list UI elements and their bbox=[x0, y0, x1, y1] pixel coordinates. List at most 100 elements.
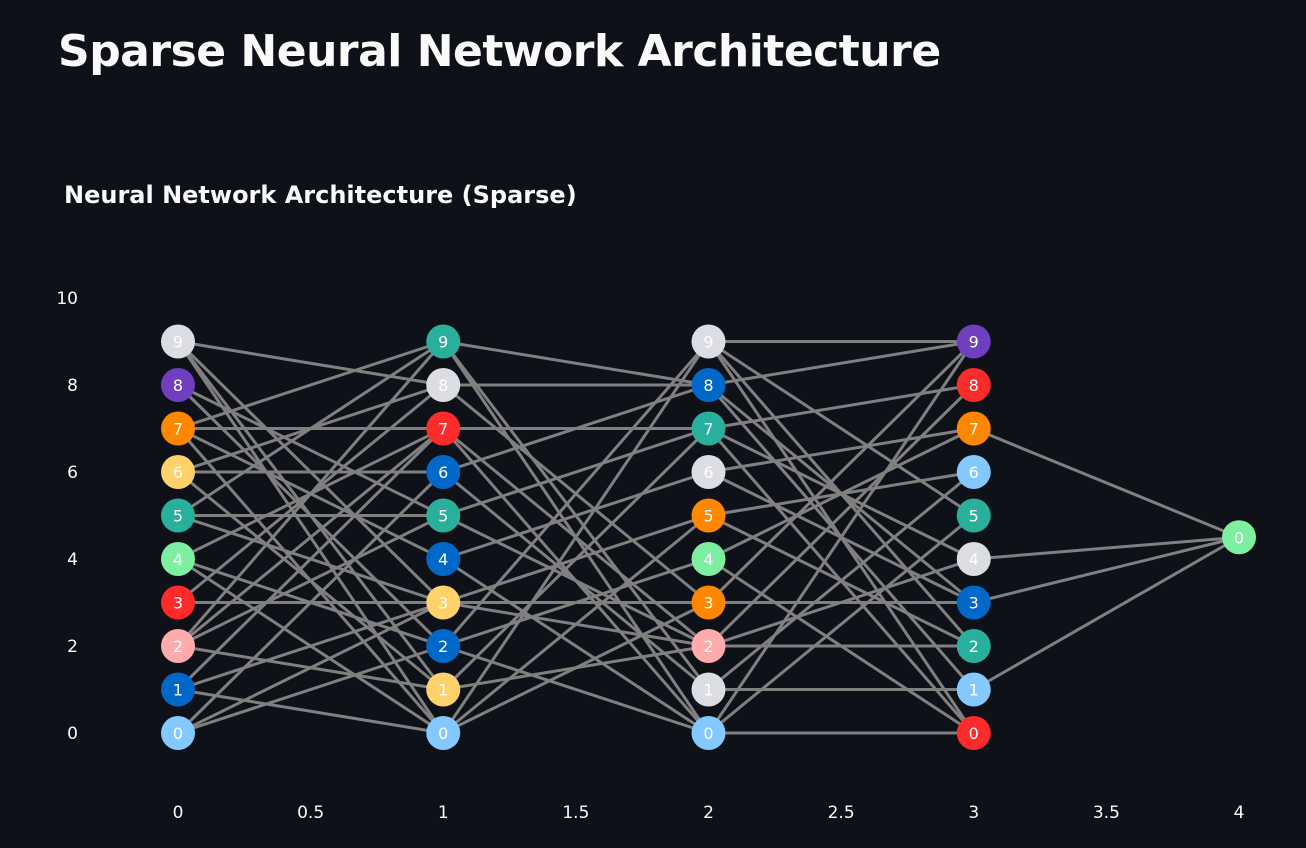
node: 9 bbox=[426, 324, 461, 359]
node-circle bbox=[956, 324, 991, 359]
node: 3 bbox=[691, 585, 726, 620]
x-tick-label: 2 bbox=[703, 803, 714, 823]
node-circle bbox=[956, 411, 991, 446]
node: 7 bbox=[691, 411, 726, 446]
node-circle bbox=[956, 629, 991, 663]
edge bbox=[972, 427, 1241, 539]
x-tick-label: 3 bbox=[968, 803, 979, 823]
node-circle bbox=[426, 716, 461, 750]
node-label: 8 bbox=[173, 376, 183, 395]
node: 7 bbox=[161, 411, 195, 446]
node-label: 7 bbox=[438, 420, 448, 439]
node-circle bbox=[161, 498, 195, 533]
node-label: 4 bbox=[703, 550, 713, 569]
node: 3 bbox=[161, 585, 195, 620]
node-label: 7 bbox=[703, 420, 713, 439]
edge bbox=[707, 427, 976, 561]
x-tick-label: 1.5 bbox=[562, 803, 589, 823]
edge bbox=[176, 340, 445, 517]
y-tick-label: 0 bbox=[67, 724, 78, 744]
node-label: 5 bbox=[438, 507, 448, 526]
edges-group bbox=[176, 340, 1241, 735]
edge bbox=[707, 470, 976, 691]
edge bbox=[441, 427, 710, 691]
edge bbox=[707, 340, 976, 517]
edge bbox=[441, 644, 710, 735]
edge bbox=[972, 535, 1241, 604]
node-circle bbox=[956, 498, 991, 533]
node-circle bbox=[161, 672, 195, 707]
node: 6 bbox=[956, 455, 991, 489]
node: 1 bbox=[161, 672, 195, 707]
node-label: 4 bbox=[173, 550, 183, 569]
edge bbox=[176, 340, 445, 430]
node-circle bbox=[161, 629, 195, 663]
node-circle bbox=[426, 324, 461, 359]
node-label: 4 bbox=[438, 550, 448, 569]
y-tick-label: 2 bbox=[67, 637, 78, 657]
node-label: 5 bbox=[173, 507, 183, 526]
edge bbox=[441, 340, 710, 735]
node: 6 bbox=[691, 455, 726, 489]
node: 8 bbox=[691, 368, 726, 402]
node-label: 9 bbox=[969, 333, 979, 352]
node-circle bbox=[161, 716, 195, 750]
node-label: 6 bbox=[438, 463, 448, 482]
node-label: 2 bbox=[438, 637, 448, 656]
x-axis: 0 0.5 1 1.5 2 2.5 3 3.5 4 bbox=[173, 803, 1245, 823]
edge bbox=[176, 688, 445, 735]
node-circle bbox=[691, 585, 726, 620]
edge bbox=[176, 340, 445, 648]
nodes-group: 9876543210987654321098765432109876543210… bbox=[161, 324, 1256, 750]
node-label: 0 bbox=[1234, 528, 1244, 547]
node: 9 bbox=[691, 324, 726, 359]
node-circle bbox=[956, 455, 991, 489]
edge bbox=[176, 644, 445, 735]
chart-title: Neural Network Architecture (Sparse) bbox=[64, 181, 577, 209]
node-circle bbox=[956, 716, 991, 750]
edge bbox=[707, 383, 976, 648]
node: 2 bbox=[426, 629, 461, 663]
edge bbox=[176, 340, 445, 387]
edge bbox=[972, 535, 1241, 691]
node-circle bbox=[161, 368, 195, 402]
node: 0 bbox=[426, 716, 461, 750]
node: 6 bbox=[426, 455, 461, 489]
node-circle bbox=[691, 368, 726, 402]
node-circle bbox=[691, 716, 726, 750]
node: 5 bbox=[426, 498, 461, 533]
node: 2 bbox=[161, 629, 195, 663]
edge bbox=[441, 557, 710, 648]
node-circle bbox=[691, 542, 726, 576]
node: 0 bbox=[1222, 520, 1256, 555]
node-label: 2 bbox=[703, 637, 713, 656]
node: 4 bbox=[691, 542, 726, 576]
node-label: 3 bbox=[173, 594, 183, 613]
edge bbox=[441, 427, 710, 517]
node: 4 bbox=[956, 542, 991, 576]
page-title: Sparse Neural Network Architecture bbox=[58, 26, 941, 77]
node: 5 bbox=[691, 498, 726, 533]
node: 7 bbox=[956, 411, 991, 446]
node: 0 bbox=[691, 716, 726, 750]
node-label: 9 bbox=[173, 333, 183, 352]
node-circle bbox=[426, 542, 461, 576]
node-circle bbox=[691, 629, 726, 663]
node-label: 0 bbox=[703, 724, 713, 743]
node: 0 bbox=[161, 716, 195, 750]
node-label: 8 bbox=[969, 376, 979, 395]
node-circle bbox=[426, 585, 461, 620]
node: 5 bbox=[161, 498, 195, 533]
node-label: 1 bbox=[438, 681, 448, 700]
node-label: 3 bbox=[969, 594, 979, 613]
edge bbox=[176, 383, 445, 517]
node-label: 6 bbox=[703, 463, 713, 482]
node: 9 bbox=[161, 324, 195, 359]
node: 8 bbox=[161, 368, 195, 402]
node-circle bbox=[691, 411, 726, 446]
node-circle bbox=[161, 455, 195, 489]
node: 3 bbox=[956, 585, 991, 620]
node-circle bbox=[161, 542, 195, 576]
x-tick-label: 0 bbox=[173, 803, 184, 823]
